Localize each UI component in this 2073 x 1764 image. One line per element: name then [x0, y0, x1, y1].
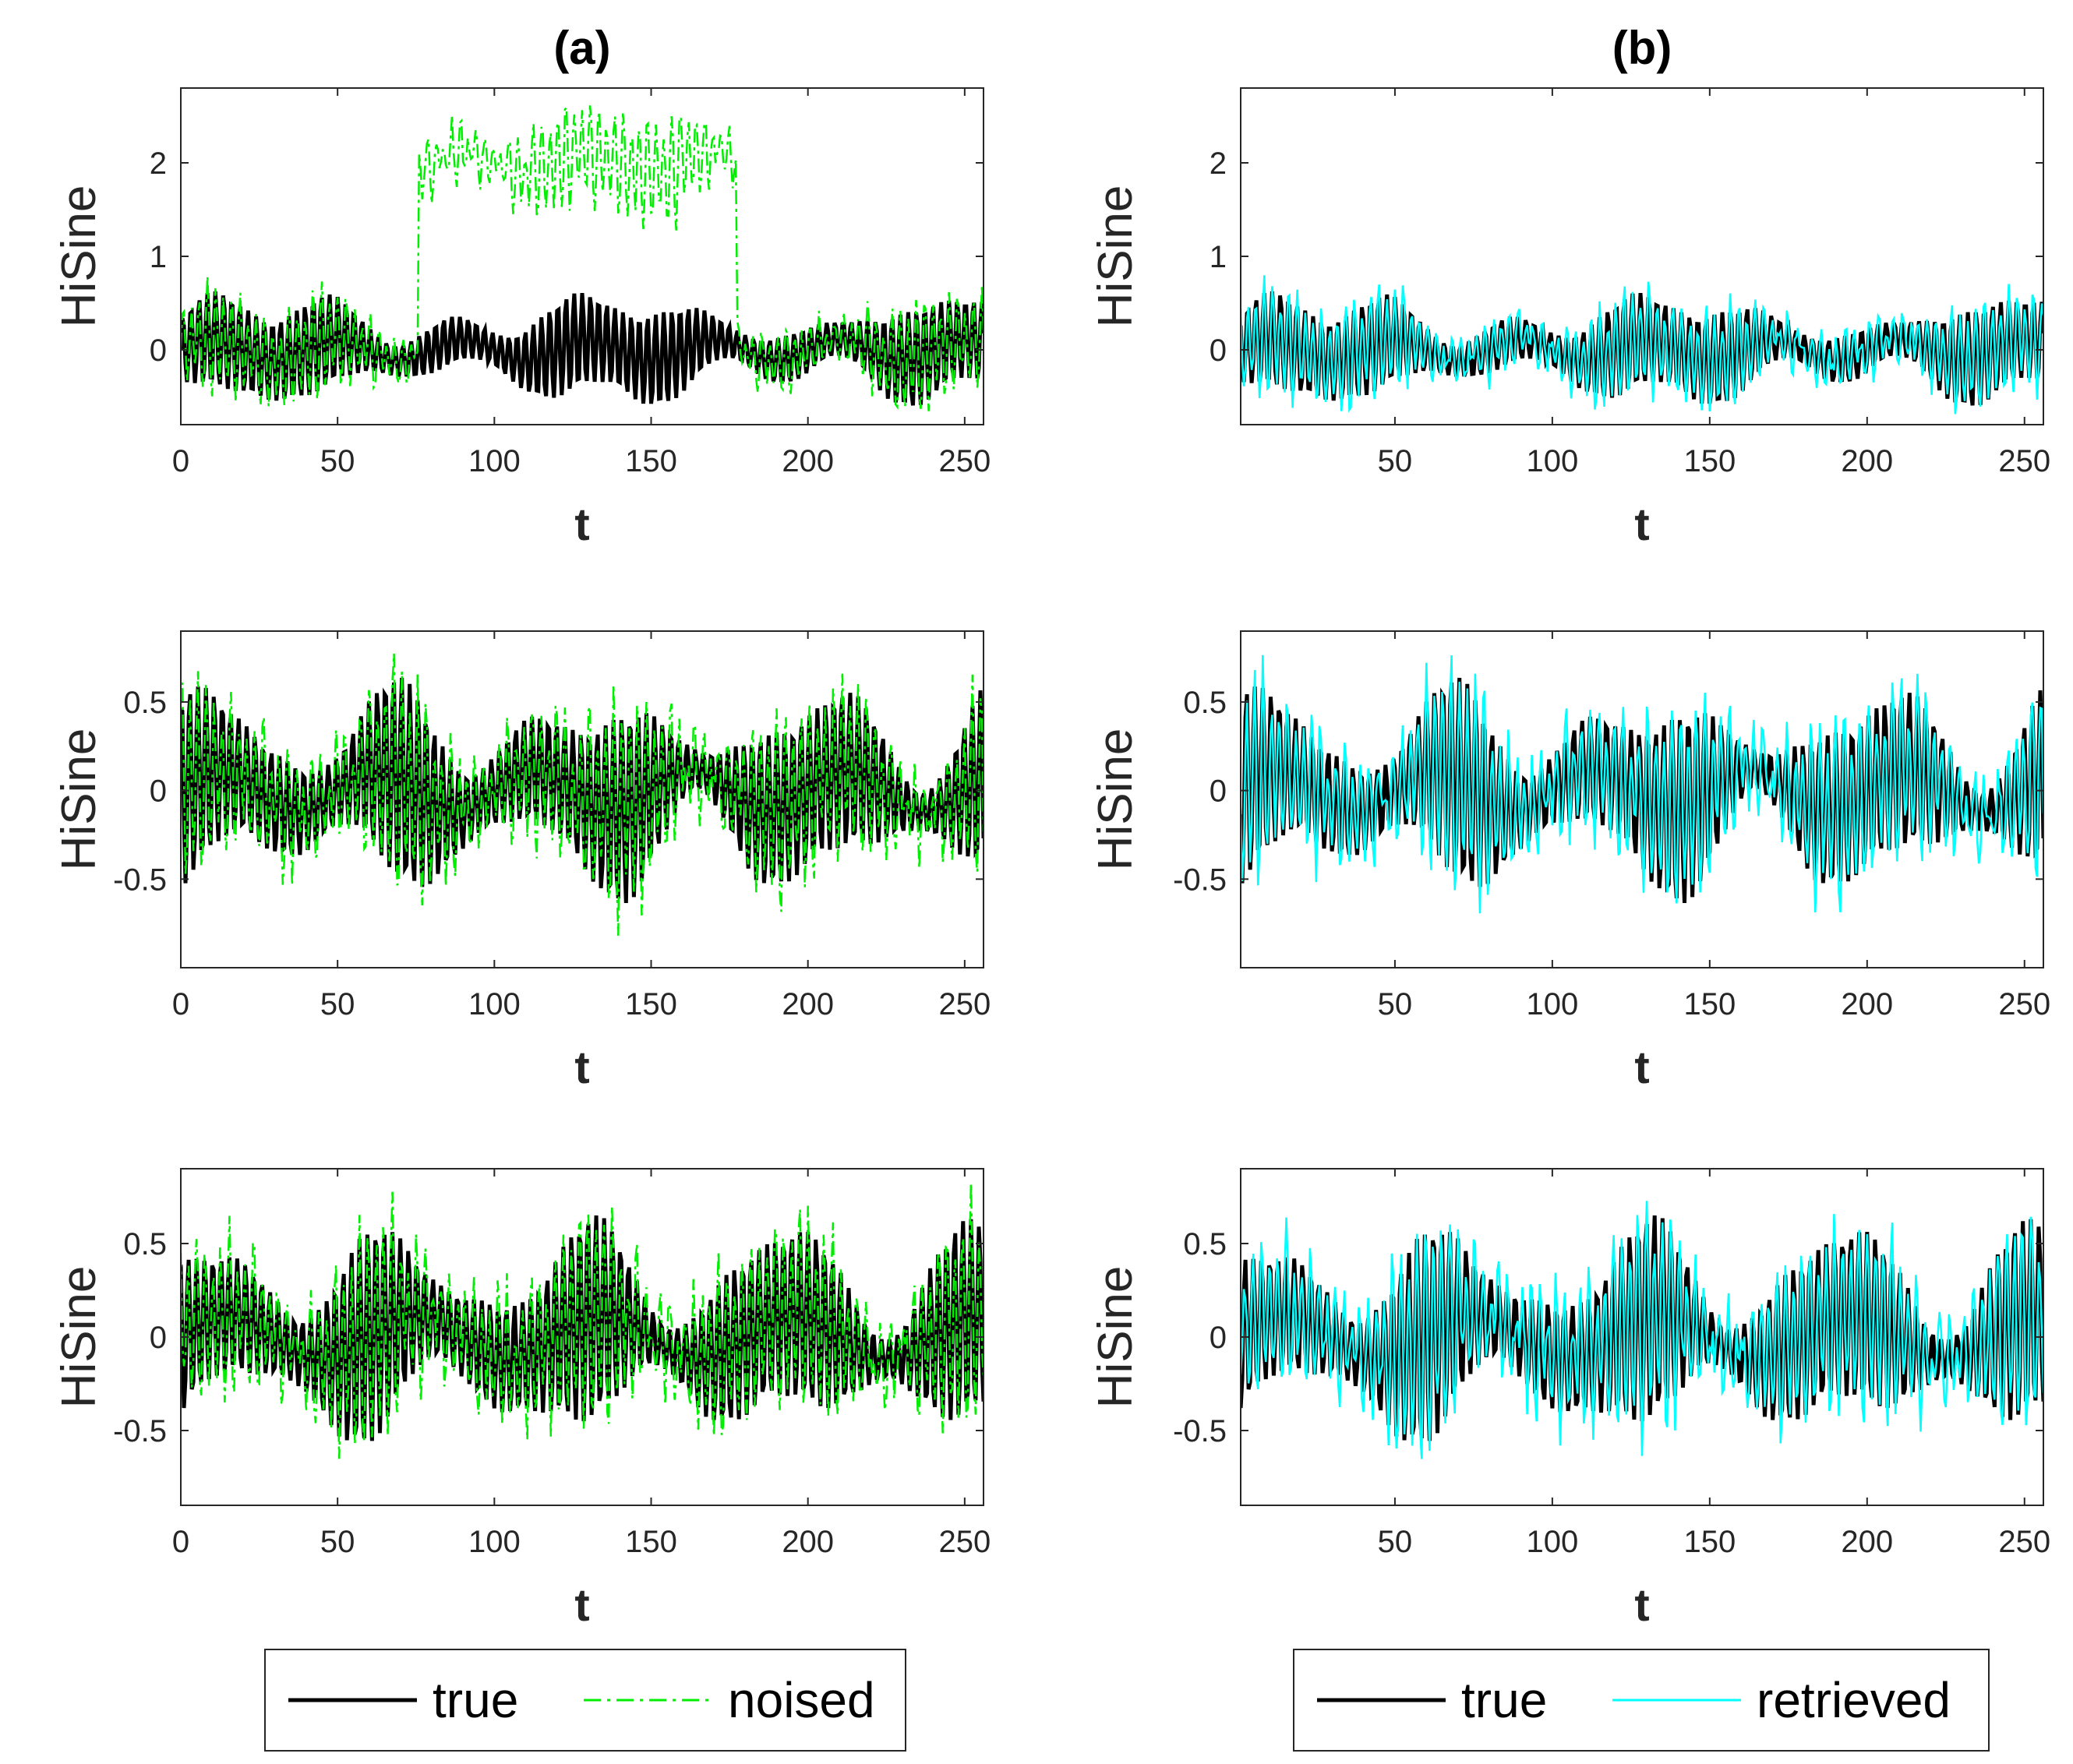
- x-tick-label: 0: [172, 1525, 189, 1559]
- x-tick-label: 200: [1841, 444, 1893, 478]
- x-tick-label: 50: [320, 987, 355, 1021]
- y-tick-label: 0.5: [1183, 686, 1227, 720]
- y-tick-label: -0.5: [1173, 1414, 1227, 1448]
- x-tick-label: 50: [320, 444, 355, 478]
- panel-a3: 0 50 100 150 200 250 -0.5 0 0.5 t HiSine: [52, 1168, 991, 1631]
- y-tick-label: 1: [1210, 240, 1227, 274]
- y-tick-label: 0.5: [1183, 1227, 1227, 1261]
- y-tick-label: 0: [1210, 1321, 1227, 1355]
- y-axis-label: HiSine: [1089, 729, 1142, 871]
- panel-a1: 0 50 100 150 200 250 0 1 2 t HiSine (a): [52, 22, 991, 550]
- x-tick-label: 150: [625, 987, 677, 1021]
- y-tick-label: 0.5: [123, 1227, 167, 1261]
- x-tick-label: 200: [782, 1525, 834, 1559]
- y-tick-label: -0.5: [113, 863, 167, 897]
- x-tick-label: 200: [782, 444, 834, 478]
- axes-box: [180, 630, 984, 968]
- x-tick-label: 250: [1998, 1525, 2050, 1559]
- y-tick-label: 0: [150, 774, 167, 809]
- x-tick-label: 150: [625, 1525, 677, 1559]
- x-tick-label: 250: [938, 1525, 991, 1559]
- x-tick-label: 250: [938, 987, 991, 1021]
- panel-b3: 50 100 150 200 250 -0.5 0 0.5 t HiSine: [1089, 1168, 2050, 1631]
- x-axis-label: t: [1634, 499, 1649, 550]
- x-tick-label: 100: [1527, 1525, 1579, 1559]
- series-noised-line: [181, 1183, 984, 1459]
- x-tick-label: 100: [1527, 987, 1579, 1021]
- x-tick-label: 100: [1527, 444, 1579, 478]
- panel-title: (b): [1612, 22, 1672, 74]
- x-axis-label: t: [1634, 1580, 1649, 1631]
- axes-box: [1240, 630, 2044, 968]
- legend-label-true: true: [1461, 1672, 1547, 1728]
- series-retrieved-line: [1241, 275, 2043, 415]
- series-noised-line: [181, 104, 984, 411]
- series-noised-line: [181, 653, 984, 936]
- y-axis-label: HiSine: [1089, 185, 1142, 328]
- x-tick-label: 100: [468, 1525, 521, 1559]
- y-tick-label: 0: [1210, 333, 1227, 368]
- x-tick-label: 200: [1841, 987, 1893, 1021]
- x-tick-label: 200: [782, 987, 834, 1021]
- y-axis-label: HiSine: [52, 185, 106, 328]
- legend-label-noised: noised: [728, 1672, 875, 1728]
- y-tick-label: 0: [150, 1321, 167, 1355]
- x-tick-label: 100: [468, 444, 521, 478]
- series-retrieved-line: [1241, 1201, 2043, 1459]
- x-tick-label: 250: [938, 444, 991, 478]
- y-axis-label: HiSine: [52, 1266, 106, 1409]
- y-tick-label: -0.5: [1173, 863, 1227, 897]
- series-retrieved-line: [1241, 654, 2043, 914]
- y-tick-label: 2: [1210, 146, 1227, 181]
- x-tick-label: 50: [320, 1525, 355, 1559]
- x-tick-label: 200: [1841, 1525, 1893, 1559]
- y-axis-label: HiSine: [52, 729, 106, 871]
- y-axis-label: HiSine: [1089, 1266, 1142, 1409]
- x-tick-label: 250: [1998, 987, 2050, 1021]
- y-tick-label: 0: [1210, 774, 1227, 809]
- panel-a2: 0 50 100 150 200 250 -0.5 0 0.5 t HiSine: [52, 630, 991, 1093]
- x-tick-label: 50: [1378, 444, 1413, 478]
- x-axis-label: t: [574, 1580, 589, 1631]
- x-tick-label: 0: [172, 987, 189, 1021]
- x-tick-label: 150: [1683, 1525, 1736, 1559]
- x-tick-label: 150: [1683, 444, 1736, 478]
- x-axis-label: t: [574, 1043, 589, 1093]
- legend-label-true: true: [433, 1672, 518, 1728]
- y-tick-label: 2: [150, 146, 167, 181]
- x-tick-label: 150: [1683, 987, 1736, 1021]
- legend-b: true retrieved: [1293, 1649, 1990, 1752]
- x-tick-label: 250: [1998, 444, 2050, 478]
- legends: true noised true retrieved: [264, 1649, 1990, 1752]
- y-tick-label: 1: [150, 240, 167, 274]
- x-tick-label: 0: [172, 444, 189, 478]
- x-tick-label: 100: [468, 987, 521, 1021]
- y-tick-label: 0: [150, 333, 167, 368]
- series-true-line: [181, 291, 984, 406]
- x-axis-label: t: [1634, 1043, 1649, 1093]
- y-tick-label: -0.5: [113, 1414, 167, 1448]
- x-axis-label: t: [574, 499, 589, 550]
- panel-b2: 50 100 150 200 250 -0.5 0 0.5 t HiSine: [1089, 630, 2050, 1093]
- y-tick-label: 0.5: [123, 686, 167, 720]
- panel-title: (a): [553, 22, 610, 74]
- panel-b1: 50 100 150 200 250 0 1 2 t HiSine (b): [1089, 22, 2050, 550]
- legend-a: true noised: [264, 1649, 906, 1752]
- x-tick-label: 150: [625, 444, 677, 478]
- x-tick-label: 50: [1378, 1525, 1413, 1559]
- x-tick-label: 50: [1378, 987, 1413, 1021]
- legend-label-retrieved: retrieved: [1757, 1672, 1951, 1728]
